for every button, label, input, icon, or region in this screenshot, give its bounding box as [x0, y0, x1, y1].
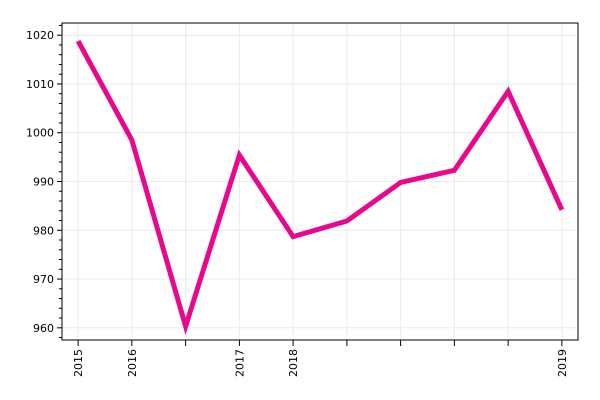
- gridlines: [62, 23, 578, 340]
- series-line: [75, 39, 565, 336]
- x-axis: 2015 2016 2017 2018 2019: [72, 340, 569, 377]
- series-layer: [75, 39, 565, 336]
- y-tick-label: 1020: [26, 29, 54, 42]
- x-tick-label: 2018: [287, 349, 300, 377]
- y-tick-label: 1010: [26, 78, 54, 91]
- y-axis: 960 970 980 990 1000 1010 1020: [26, 24, 62, 339]
- y-tick-label: 980: [33, 224, 54, 237]
- y-tick-label: 990: [33, 176, 54, 189]
- x-tick-label: 2019: [556, 349, 569, 377]
- y-tick-label: 960: [33, 322, 54, 335]
- y-tick-label: 1000: [26, 127, 54, 140]
- x-tick-label: 2017: [233, 349, 246, 377]
- x-tick-label: 2015: [72, 349, 85, 377]
- x-tick-label: 2016: [126, 349, 139, 377]
- y-tick-label: 970: [33, 273, 54, 286]
